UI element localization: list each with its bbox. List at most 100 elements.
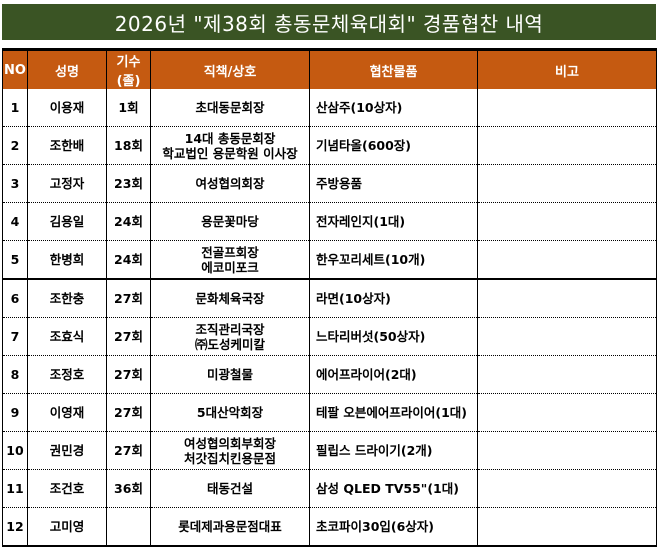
cell-no: 5 xyxy=(2,240,28,280)
cell-gift: 한우꼬리세트(10개) xyxy=(309,240,478,280)
table-row: 9 이영재 27회 5대산악회장 테팔 오븐에어프라이어(1대) xyxy=(2,393,657,432)
position-line-1: 여성협의회부회장 xyxy=(183,435,276,451)
cell-no: 7 xyxy=(2,317,28,356)
cell-note xyxy=(477,89,657,127)
cell-name: 고정자 xyxy=(27,164,107,203)
position-line-1: 여성협의회장 xyxy=(195,176,265,191)
table-row: 8 조정호 27회 미광철물 에어프라이어(2대) xyxy=(2,355,657,394)
cell-position: 여성협의회부회장 처갓집치킨용문점 xyxy=(150,431,310,470)
cell-position: 조직관리국장 ㈜도성케미칼 xyxy=(150,317,310,356)
cell-position: 여성협의회장 xyxy=(150,164,310,203)
cell-gift: 산삼주(10상자) xyxy=(309,89,478,127)
position-line-2: 학교법인 용문학원 이사장 xyxy=(162,145,298,161)
cell-position: 롯데제과용문점대표 xyxy=(150,507,310,547)
cell-generation: 18회 xyxy=(106,126,151,165)
header-generation: 기수(졸) xyxy=(106,48,151,89)
table-row: 4 김용일 24회 용문꽃마당 전자레인지(1대) xyxy=(2,202,657,241)
cell-name: 한병희 xyxy=(27,240,107,280)
cell-gift: 삼성 QLED TV55"(1대) xyxy=(309,469,478,508)
cell-gift: 전자레인지(1대) xyxy=(309,202,478,241)
cell-position: 태동건설 xyxy=(150,469,310,508)
cell-generation: 27회 xyxy=(106,393,151,432)
cell-gift: 테팔 오븐에어프라이어(1대) xyxy=(309,393,478,432)
position-line-2: 에코미포크 xyxy=(201,259,259,275)
header-position: 직책/상호 xyxy=(150,48,310,89)
cell-name: 조건호 xyxy=(27,469,107,508)
cell-gift: 초코파이30입(6상자) xyxy=(309,507,478,547)
table-row: 1 이용재 1회 초대동문회장 산삼주(10상자) xyxy=(2,89,657,127)
cell-gift: 느타리버섯(50상자) xyxy=(309,317,478,356)
cell-generation: 36회 xyxy=(106,469,151,508)
cell-position: 초대동문회장 xyxy=(150,89,310,127)
cell-generation: 23회 xyxy=(106,164,151,203)
cell-gift: 에어프라이어(2대) xyxy=(309,355,478,394)
position-line-1: 5대산악회장 xyxy=(196,405,264,420)
sponsorship-table: NO 성명 기수(졸) 직책/상호 협찬물품 비고 1 이용재 1회 초대동문회장 산삼… xyxy=(2,48,657,547)
table-row: 6 조한충 27회 문화체육국장 라면(10상자) xyxy=(2,279,657,318)
header-no: NO xyxy=(2,48,28,89)
cell-name: 김용일 xyxy=(27,202,107,241)
table-row: 12 고미영 롯데제과용문점대표 초코파이30입(6상자) xyxy=(2,507,657,547)
cell-no: 3 xyxy=(2,164,28,203)
position-line-2: 처갓집치킨용문점 xyxy=(183,450,276,466)
cell-generation: 24회 xyxy=(106,240,151,280)
cell-position: 전골프회장 에코미포크 xyxy=(150,240,310,280)
cell-note xyxy=(477,164,657,203)
cell-name: 이용재 xyxy=(27,89,107,127)
cell-generation: 27회 xyxy=(106,355,151,394)
cell-generation: 27회 xyxy=(106,279,151,318)
cell-no: 11 xyxy=(2,469,28,508)
cell-position: 문화체육국장 xyxy=(150,279,310,318)
cell-no: 1 xyxy=(2,89,28,127)
table-row: 11 조건호 36회 태동건설 삼성 QLED TV55"(1대) xyxy=(2,469,657,508)
cell-note xyxy=(477,240,657,280)
cell-generation: 24회 xyxy=(106,202,151,241)
cell-note xyxy=(477,469,657,508)
position-line-1: 14대 총동문회장 xyxy=(184,130,276,146)
cell-no: 12 xyxy=(2,507,28,547)
table-row: 3 고정자 23회 여성협의회장 주방용품 xyxy=(2,164,657,203)
cell-name: 고미영 xyxy=(27,507,107,547)
cell-no: 4 xyxy=(2,202,28,241)
position-line-1: 초대동문회장 xyxy=(195,100,265,115)
header-row: NO 성명 기수(졸) 직책/상호 협찬물품 비고 xyxy=(2,48,657,89)
header-gift: 협찬물품 xyxy=(309,48,478,89)
cell-no: 6 xyxy=(2,279,28,318)
cell-name: 이영재 xyxy=(27,393,107,432)
cell-generation: 1회 xyxy=(106,89,151,127)
position-line-1: 조직관리국장 xyxy=(195,321,265,337)
cell-name: 조효식 xyxy=(27,317,107,356)
header-note: 비고 xyxy=(477,48,657,89)
cell-position: 5대산악회장 xyxy=(150,393,310,432)
cell-note xyxy=(477,317,657,356)
cell-position: 용문꽃마당 xyxy=(150,202,310,241)
cell-no: 8 xyxy=(2,355,28,394)
cell-position: 14대 총동문회장 학교법인 용문학원 이사장 xyxy=(150,126,310,165)
cell-name: 조한충 xyxy=(27,279,107,318)
cell-no: 2 xyxy=(2,126,28,165)
header-name: 성명 xyxy=(27,48,107,89)
cell-note xyxy=(477,431,657,470)
cell-note xyxy=(477,507,657,547)
cell-note xyxy=(477,279,657,318)
cell-generation: 27회 xyxy=(106,317,151,356)
table-row: 2 조한배 18회 14대 총동문회장 학교법인 용문학원 이사장 기념타올(600장) xyxy=(2,126,657,165)
cell-generation xyxy=(106,507,151,547)
table-row: 5 한병희 24회 전골프회장 에코미포크 한우꼬리세트(10개) xyxy=(2,240,657,280)
cell-name: 권민경 xyxy=(27,431,107,470)
cell-no: 9 xyxy=(2,393,28,432)
position-line-1: 롯데제과용문점대표 xyxy=(178,519,282,534)
cell-note xyxy=(477,126,657,165)
position-line-2: ㈜도성케미칼 xyxy=(194,336,265,352)
table-row: 7 조효식 27회 조직관리국장 ㈜도성케미칼 느타리버섯(50상자) xyxy=(2,317,657,356)
cell-generation: 27회 xyxy=(106,431,151,470)
position-line-1: 미광철물 xyxy=(206,367,253,382)
cell-gift: 필립스 드라이기(2개) xyxy=(309,431,478,470)
cell-note xyxy=(477,355,657,394)
cell-note xyxy=(477,202,657,241)
cell-no: 10 xyxy=(2,431,28,470)
cell-name: 조한배 xyxy=(27,126,107,165)
cell-name: 조정호 xyxy=(27,355,107,394)
table-row: 10 권민경 27회 여성협의회부회장 처갓집치킨용문점 필립스 드라이기(2개) xyxy=(2,431,657,470)
cell-gift: 기념타올(600장) xyxy=(309,126,478,165)
